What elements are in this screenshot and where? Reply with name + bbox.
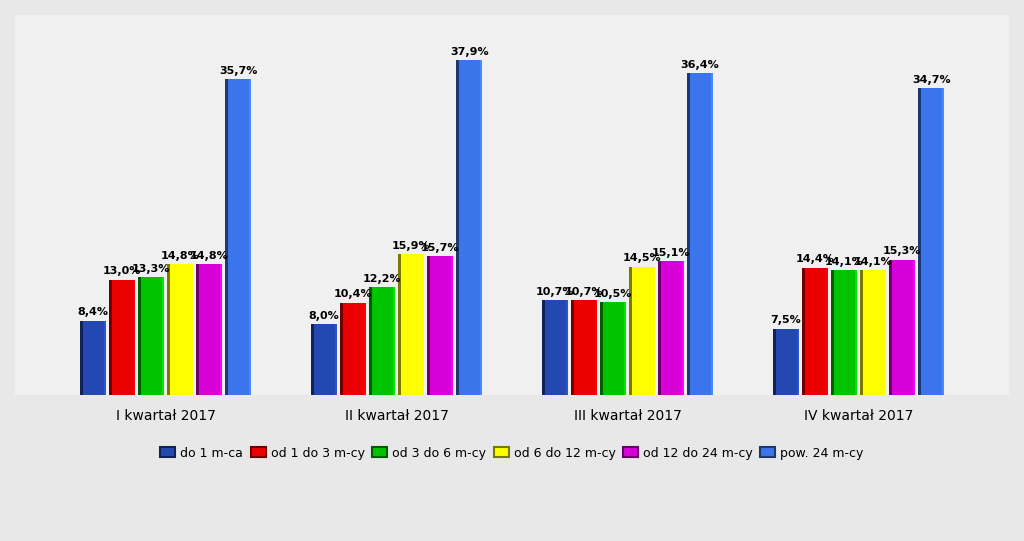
Text: 10,7%: 10,7% [564, 287, 603, 297]
Bar [80, 321, 105, 395]
Bar [884, 270, 886, 395]
Bar [942, 88, 944, 395]
Text: 8,0%: 8,0% [308, 311, 339, 321]
Bar [451, 256, 453, 395]
Bar [393, 287, 395, 395]
Text: 14,4%: 14,4% [796, 254, 835, 264]
Text: 13,3%: 13,3% [132, 264, 170, 274]
Text: 13,0%: 13,0% [102, 267, 141, 276]
Text: 35,7%: 35,7% [219, 66, 257, 76]
Bar [103, 321, 105, 395]
Bar [571, 300, 574, 395]
Bar [797, 328, 799, 395]
Text: 8,4%: 8,4% [78, 307, 109, 317]
Text: 7,5%: 7,5% [770, 315, 801, 325]
Bar [711, 73, 713, 395]
Bar [624, 302, 626, 395]
Bar [802, 268, 827, 395]
Text: 37,9%: 37,9% [450, 47, 488, 56]
Bar [565, 300, 567, 395]
Bar [369, 287, 395, 395]
Bar [369, 287, 372, 395]
Text: 14,8%: 14,8% [161, 250, 200, 261]
Text: 34,7%: 34,7% [911, 75, 950, 85]
Bar [687, 73, 713, 395]
Bar [335, 324, 337, 395]
Bar [398, 254, 401, 395]
Bar [830, 270, 857, 395]
Bar [340, 303, 343, 395]
Bar [311, 324, 337, 395]
Bar [825, 268, 827, 395]
Bar [220, 264, 222, 395]
Bar [773, 328, 776, 395]
Bar [109, 280, 135, 395]
Bar [133, 280, 135, 395]
Bar [340, 303, 366, 395]
Bar [600, 302, 603, 395]
Bar [889, 260, 915, 395]
Bar [109, 280, 112, 395]
Bar [311, 324, 314, 395]
Text: 10,7%: 10,7% [536, 287, 574, 297]
Bar [600, 302, 626, 395]
Bar [167, 264, 170, 395]
Bar [138, 278, 164, 395]
Bar [830, 270, 835, 395]
Bar [658, 261, 684, 395]
Text: 10,4%: 10,4% [334, 289, 372, 299]
Bar [571, 300, 597, 395]
Bar [457, 60, 460, 395]
Text: 12,2%: 12,2% [362, 274, 401, 283]
Bar [162, 278, 164, 395]
Bar [225, 80, 228, 395]
Bar [913, 260, 915, 395]
Text: 14,1%: 14,1% [824, 257, 863, 267]
Bar [190, 264, 194, 395]
Bar [802, 268, 805, 395]
Bar [860, 270, 863, 395]
Bar [138, 278, 141, 395]
Text: 10,5%: 10,5% [594, 288, 632, 299]
Text: 14,8%: 14,8% [189, 250, 228, 261]
Bar [542, 300, 567, 395]
Bar [629, 267, 632, 395]
Bar [364, 303, 366, 395]
Bar [197, 264, 222, 395]
Text: 14,5%: 14,5% [623, 253, 662, 263]
Bar [427, 256, 453, 395]
Bar [658, 261, 662, 395]
Bar [773, 328, 799, 395]
Legend: do 1 m-ca, od 1 do 3 m-cy, od 3 do 6 m-cy, od 6 do 12 m-cy, od 12 do 24 m-cy, po: do 1 m-ca, od 1 do 3 m-cy, od 3 do 6 m-c… [156, 441, 868, 465]
Text: 15,7%: 15,7% [421, 242, 460, 253]
Text: 36,4%: 36,4% [681, 60, 720, 70]
Bar [427, 256, 430, 395]
Bar [197, 264, 200, 395]
Text: 15,9%: 15,9% [392, 241, 430, 251]
Bar [457, 60, 482, 395]
Bar [629, 267, 655, 395]
Bar [225, 80, 251, 395]
Text: 14,1%: 14,1% [854, 257, 892, 267]
Bar [422, 254, 424, 395]
Bar [249, 80, 251, 395]
Bar [687, 73, 690, 395]
Bar [682, 261, 684, 395]
Text: 15,3%: 15,3% [883, 246, 922, 256]
Bar [398, 254, 424, 395]
Bar [542, 300, 545, 395]
Text: 15,1%: 15,1% [652, 248, 690, 258]
Bar [889, 260, 892, 395]
Bar [855, 270, 857, 395]
Bar [595, 300, 597, 395]
Bar [480, 60, 482, 395]
Bar [167, 264, 194, 395]
Bar [919, 88, 922, 395]
Bar [653, 267, 655, 395]
Bar [919, 88, 944, 395]
Bar [80, 321, 83, 395]
Bar [860, 270, 886, 395]
